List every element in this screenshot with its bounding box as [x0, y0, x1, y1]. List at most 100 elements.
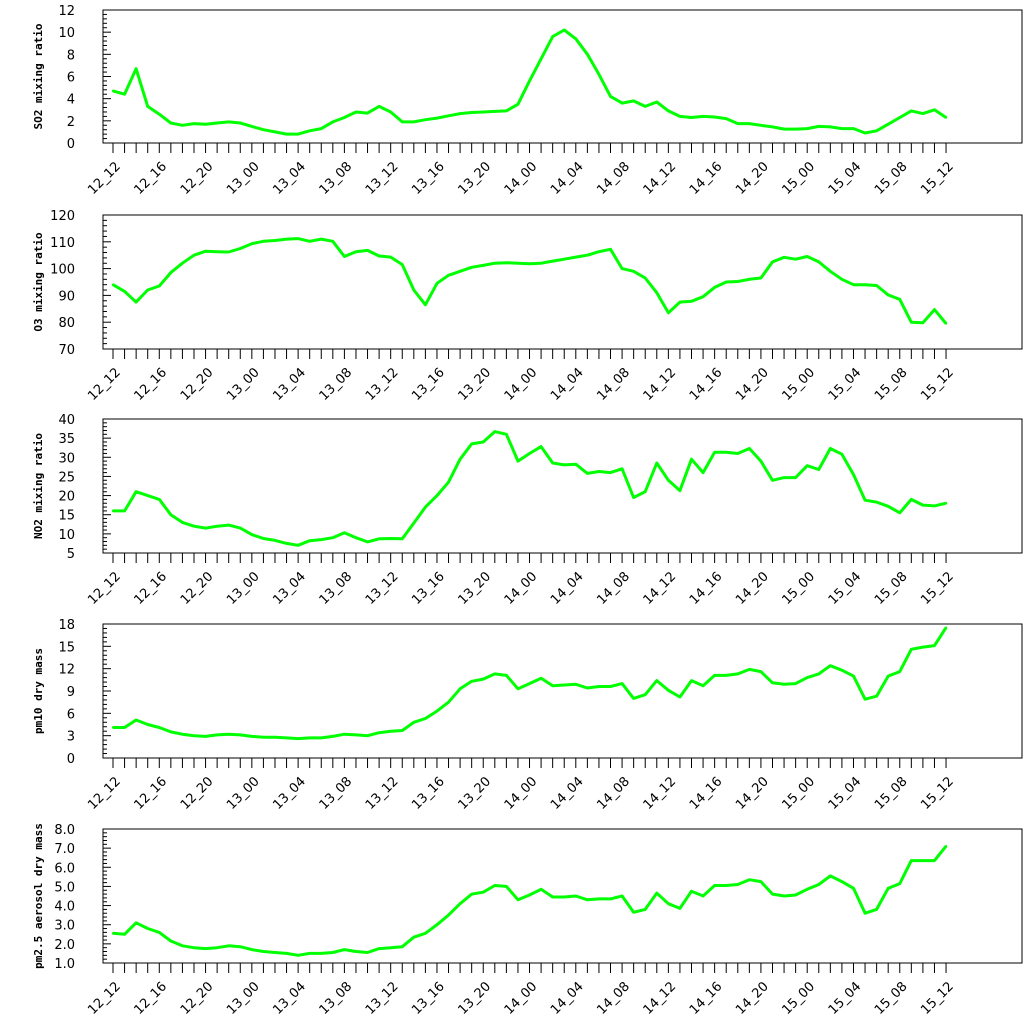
data-point	[806, 888, 809, 891]
data-point	[806, 255, 809, 258]
data-point	[389, 946, 392, 949]
data-point	[655, 100, 658, 104]
x-tick-label: 13_12	[363, 774, 402, 813]
x-tick-label: 15_00	[779, 569, 818, 608]
data-point	[401, 120, 404, 124]
data-point	[713, 115, 716, 119]
data-point	[563, 28, 566, 32]
data-point	[389, 110, 392, 114]
data-point	[181, 732, 184, 736]
x-tick-label: 15_00	[779, 979, 818, 1018]
data-point	[840, 127, 844, 130]
data-point	[944, 116, 948, 119]
y-tick-label: 5	[67, 547, 75, 562]
data-point	[192, 525, 196, 528]
data-point	[285, 542, 288, 545]
data-point	[366, 951, 369, 954]
data-point	[644, 276, 647, 280]
data-point	[574, 683, 577, 686]
data-point	[412, 288, 416, 292]
x-tick-label: 14_08	[594, 569, 633, 608]
data-point	[921, 645, 925, 649]
x-tick-label: 12_16	[132, 159, 171, 198]
data-point	[250, 125, 254, 128]
y-tick-label: 12	[58, 4, 75, 19]
data-point	[493, 884, 497, 887]
data-point	[620, 894, 624, 898]
data-point	[725, 280, 728, 284]
data-point	[539, 888, 543, 891]
data-point	[505, 433, 508, 436]
data-point	[644, 693, 647, 696]
x-tick-label: 13_04	[270, 365, 309, 404]
data-point	[736, 122, 739, 125]
x-tick-label: 12_20	[178, 365, 217, 404]
data-point	[597, 470, 601, 473]
data-point	[192, 734, 196, 737]
data-point	[412, 521, 416, 525]
x-tick-label: 13_04	[270, 569, 309, 608]
data-point	[655, 291, 658, 294]
y-tick-label: 35	[58, 432, 75, 447]
x-tick-label: 14_12	[641, 365, 680, 404]
series-line	[112, 845, 948, 957]
data-point	[829, 874, 832, 878]
data-point	[354, 950, 358, 953]
data-point	[493, 110, 497, 113]
data-point	[447, 913, 450, 917]
x-tick-label: 14_04	[548, 979, 587, 1018]
plot-frame	[102, 214, 1023, 350]
x-tick-label: 13_20	[455, 979, 494, 1018]
data-point	[748, 447, 751, 450]
data-point	[111, 509, 115, 513]
data-point	[667, 902, 670, 905]
data-point	[458, 458, 462, 461]
data-point	[632, 270, 635, 273]
data-point	[320, 736, 323, 740]
data-point	[551, 35, 554, 38]
data-point	[146, 494, 149, 497]
data-point	[493, 262, 497, 265]
data-point	[875, 908, 878, 911]
data-point	[482, 110, 485, 114]
data-point	[539, 262, 543, 265]
x-tick-label: 15_12	[918, 569, 957, 608]
data-point	[134, 67, 138, 70]
data-point	[320, 952, 323, 955]
data-point	[250, 948, 254, 951]
data-point	[343, 255, 346, 258]
data-point	[655, 461, 658, 465]
data-point	[366, 111, 369, 115]
data-point	[551, 895, 554, 899]
data-point	[921, 321, 925, 324]
data-point	[377, 947, 381, 950]
data-point	[586, 898, 589, 902]
data-point	[296, 132, 300, 136]
x-tick-label: 14_08	[594, 979, 633, 1018]
data-point	[401, 945, 404, 948]
data-point	[644, 490, 647, 493]
data-point	[563, 895, 566, 899]
data-point	[296, 237, 300, 240]
data-point	[574, 37, 577, 41]
data-point	[296, 544, 300, 547]
data-point	[632, 697, 635, 700]
data-point	[817, 672, 820, 676]
panel-1: 0 2 4 6 8 10 12 SO2 mixing ratio 12_12 12_16 12_20…	[32, 4, 1023, 198]
x-tick-label: 14_16	[687, 159, 726, 198]
data-point	[169, 939, 173, 943]
x-tick-label: 13_00	[224, 979, 263, 1018]
data-point	[215, 525, 219, 528]
x-tick-label: 13_16	[409, 774, 448, 813]
data-point	[701, 684, 705, 687]
data-point	[308, 539, 311, 542]
data-point	[331, 120, 335, 124]
data-point	[551, 684, 554, 687]
data-point	[435, 282, 439, 285]
x-tick-label: 14_20	[733, 365, 772, 404]
data-point	[759, 276, 763, 280]
data-point	[528, 893, 531, 897]
data-point	[424, 303, 427, 306]
data-point	[886, 674, 890, 678]
x-tick-label: 14_00	[502, 979, 541, 1018]
